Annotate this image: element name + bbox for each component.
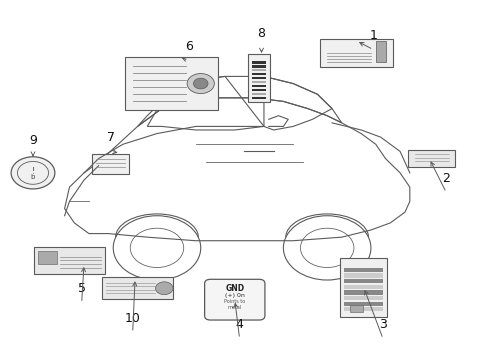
- Bar: [251, 69, 266, 72]
- Bar: [344, 285, 382, 289]
- Text: 4: 4: [235, 318, 243, 331]
- Text: !: !: [31, 167, 35, 176]
- Text: GND: GND: [225, 284, 244, 293]
- Text: 3: 3: [378, 318, 386, 331]
- Text: 7: 7: [106, 131, 115, 144]
- FancyBboxPatch shape: [204, 279, 264, 320]
- Bar: [344, 268, 382, 272]
- Text: 9: 9: [29, 134, 37, 147]
- Circle shape: [193, 78, 207, 89]
- Bar: [251, 81, 266, 84]
- FancyBboxPatch shape: [102, 277, 173, 299]
- Bar: [251, 85, 266, 87]
- Bar: [344, 296, 382, 300]
- Bar: [344, 279, 382, 283]
- Text: 1: 1: [368, 29, 377, 42]
- Text: Points to
metal: Points to metal: [224, 299, 245, 310]
- Bar: [251, 65, 266, 68]
- Bar: [350, 305, 362, 312]
- Bar: [251, 73, 266, 76]
- Bar: [375, 41, 385, 62]
- Bar: [344, 302, 382, 306]
- Text: 5: 5: [78, 283, 85, 296]
- Bar: [38, 251, 57, 264]
- Circle shape: [187, 73, 214, 94]
- Text: 6: 6: [184, 40, 192, 53]
- FancyBboxPatch shape: [247, 54, 270, 103]
- Bar: [344, 290, 382, 294]
- FancyBboxPatch shape: [407, 150, 454, 167]
- Text: 10: 10: [124, 312, 141, 325]
- Bar: [251, 89, 266, 91]
- Text: b: b: [31, 174, 35, 180]
- Bar: [251, 93, 266, 95]
- Circle shape: [11, 157, 55, 189]
- Circle shape: [155, 282, 173, 295]
- Text: 2: 2: [442, 172, 449, 185]
- FancyBboxPatch shape: [92, 154, 129, 174]
- Bar: [344, 274, 382, 278]
- Bar: [344, 307, 382, 311]
- FancyBboxPatch shape: [319, 39, 392, 67]
- Text: 8: 8: [257, 27, 265, 40]
- FancyBboxPatch shape: [125, 57, 217, 111]
- Bar: [251, 97, 266, 99]
- Bar: [251, 77, 266, 80]
- FancyBboxPatch shape: [34, 247, 105, 274]
- Text: (+) 0n: (+) 0n: [224, 293, 244, 297]
- FancyBboxPatch shape: [340, 257, 386, 317]
- Bar: [251, 61, 266, 64]
